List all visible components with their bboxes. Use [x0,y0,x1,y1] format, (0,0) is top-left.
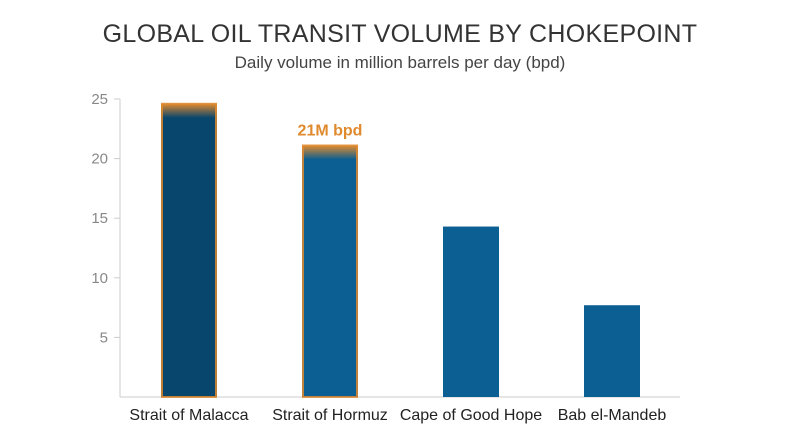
bar-group [161,102,217,398]
x-category-label: Bab el-Mandeb [558,407,667,424]
bar [302,145,358,397]
y-tick-label: 20 [91,151,108,168]
bar [584,305,640,397]
x-category-label: Strait of Malacca [129,407,248,424]
bar-group [302,144,358,398]
bar-group [584,305,640,397]
y-tick-label: 5 [100,329,108,346]
y-tick-label: 10 [91,270,108,287]
bar [443,226,499,397]
y-tick-label: 15 [91,210,108,227]
bar-group [443,226,499,397]
y-tick-label: 25 [91,91,108,108]
bar-annotation: 21M bpd [298,122,363,139]
bar-highlight-cap [302,145,358,160]
bar [161,103,217,397]
x-category-label: Cape of Good Hope [400,407,542,424]
x-category-label: Strait of Hormuz [272,407,388,424]
chart-title: GLOBAL OIL TRANSIT VOLUME BY CHOKEPOINT [102,20,698,48]
bar-highlight-outline [161,102,217,398]
bar-highlight-cap [161,103,217,118]
chart-subtitle: Daily volume in million barrels per day … [234,53,566,72]
bar-highlight-outline [302,144,358,398]
